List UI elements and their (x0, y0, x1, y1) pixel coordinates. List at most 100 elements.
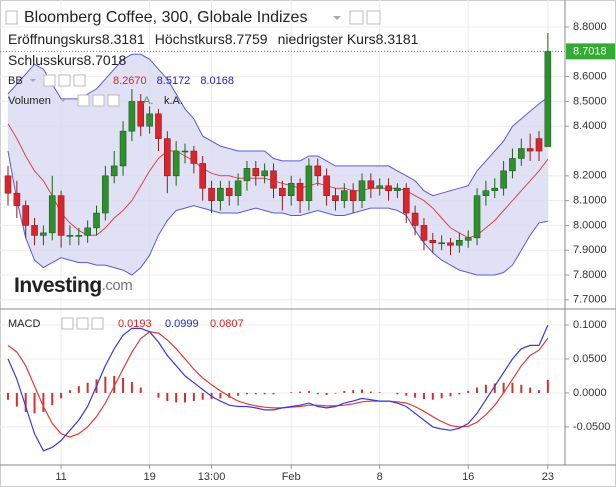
high-label: Höchstkurs (155, 31, 225, 47)
candle-body (473, 195, 481, 239)
candle-body (225, 187, 233, 196)
x-tick-label: 19 (143, 471, 155, 483)
candle-body (190, 150, 198, 164)
histogram-bar (369, 391, 372, 393)
candle-body (402, 187, 410, 214)
candle-body (146, 113, 153, 127)
bb-readout-value: 8.0168 (200, 75, 234, 87)
y-tick-label: 8.0000 (573, 219, 607, 231)
volume-readout: A. (143, 95, 153, 107)
candle-body (358, 180, 366, 201)
y-tick-label: 0.0500 (573, 353, 607, 365)
bb-upper (7, 53, 549, 197)
y-tick-label: 7.7000 (573, 294, 607, 306)
candle-body (75, 235, 83, 237)
candle-body (181, 150, 189, 153)
histogram-bar (219, 392, 222, 399)
candle-body (13, 192, 21, 206)
close-icon[interactable] (91, 317, 104, 330)
histogram-readout: 0.0193 (118, 318, 152, 330)
candle-body (287, 182, 295, 196)
histogram-bar (77, 386, 80, 393)
candle-body (102, 175, 109, 214)
candle-body (252, 168, 260, 177)
close-icon[interactable] (73, 74, 86, 87)
candle-body (93, 212, 100, 229)
candle-body (208, 187, 215, 201)
histogram-bar (422, 392, 425, 400)
histogram-bar (192, 392, 195, 402)
histogram-bar (529, 387, 532, 393)
histogram-bar (449, 392, 452, 397)
settings-icon[interactable] (349, 10, 364, 25)
histogram-bar (272, 392, 275, 395)
histogram-bar (68, 390, 71, 393)
eye-icon[interactable] (77, 94, 90, 107)
candle-body (517, 148, 525, 159)
low-label: niedrigster Kurs (278, 31, 376, 47)
histogram-bar (467, 390, 470, 393)
dropdown-arrow[interactable] (333, 16, 341, 20)
candle-body (420, 225, 428, 241)
bb-label: BB (8, 75, 23, 87)
histogram-bar (51, 392, 54, 406)
close-icon[interactable] (107, 94, 120, 107)
close-readout: Schlusskurs8.7018 (8, 52, 127, 68)
histogram-bar (396, 392, 399, 395)
histogram-bar (334, 392, 337, 394)
y-tick-label: 8.1000 (573, 195, 607, 207)
candle-body (544, 51, 552, 147)
histogram-bar (414, 392, 417, 398)
eye-icon[interactable] (43, 74, 56, 87)
histogram-bar (361, 389, 363, 393)
settings-icon[interactable] (58, 74, 71, 87)
low-value: 8.3181 (376, 31, 419, 47)
candle-body (394, 187, 401, 192)
settings-icon[interactable] (92, 94, 105, 107)
histogram-bar (493, 383, 496, 393)
candle-body (110, 165, 118, 177)
histogram-bar (237, 392, 240, 396)
histogram-bar (24, 392, 27, 412)
candle-body (128, 101, 136, 132)
candle-body (164, 138, 171, 177)
histogram-bar (157, 392, 160, 398)
close-icon[interactable] (366, 10, 381, 25)
candle-body (376, 185, 384, 189)
candle-body (31, 225, 38, 236)
settings-icon[interactable] (76, 317, 89, 330)
candle-body (526, 148, 534, 152)
eye-icon[interactable] (61, 317, 74, 330)
histogram-bar (7, 392, 9, 400)
histogram-bar (290, 392, 293, 393)
histogram-bar (130, 382, 133, 393)
candle-body (456, 239, 463, 246)
histogram-bar (15, 392, 18, 407)
candle-body (535, 138, 543, 152)
candle-body (464, 237, 472, 241)
histogram-bar (511, 382, 514, 393)
candle-body (261, 170, 268, 177)
candle-body (199, 163, 206, 189)
candle-body (22, 205, 30, 226)
candle-body (332, 195, 339, 201)
dropdown-arrow[interactable] (30, 79, 36, 82)
ohlc-readout: Eröffnungskurs8.3181 Höchstkurs8.7759 nied… (8, 31, 419, 47)
histogram-bar (440, 392, 443, 399)
open-value: 8.3181 (102, 31, 145, 47)
volume-readout: k.A. (164, 95, 183, 107)
histogram-bar (476, 387, 479, 393)
candle-body (429, 239, 437, 244)
y-tick-label: 8.8000 (573, 21, 607, 33)
histogram-bar (60, 392, 63, 399)
last-price-label: 8.7018 (573, 45, 607, 57)
candle-body (438, 242, 445, 245)
high-value: 8.7759 (225, 31, 268, 47)
dropdown-arrow[interactable] (60, 99, 66, 102)
candle-body (509, 158, 516, 172)
collapse-icon[interactable] (5, 10, 18, 25)
volume-label: Volumen (8, 95, 51, 107)
histogram-bar (343, 390, 346, 393)
logo-suffix: .com (102, 277, 133, 294)
candle-body (500, 170, 507, 189)
